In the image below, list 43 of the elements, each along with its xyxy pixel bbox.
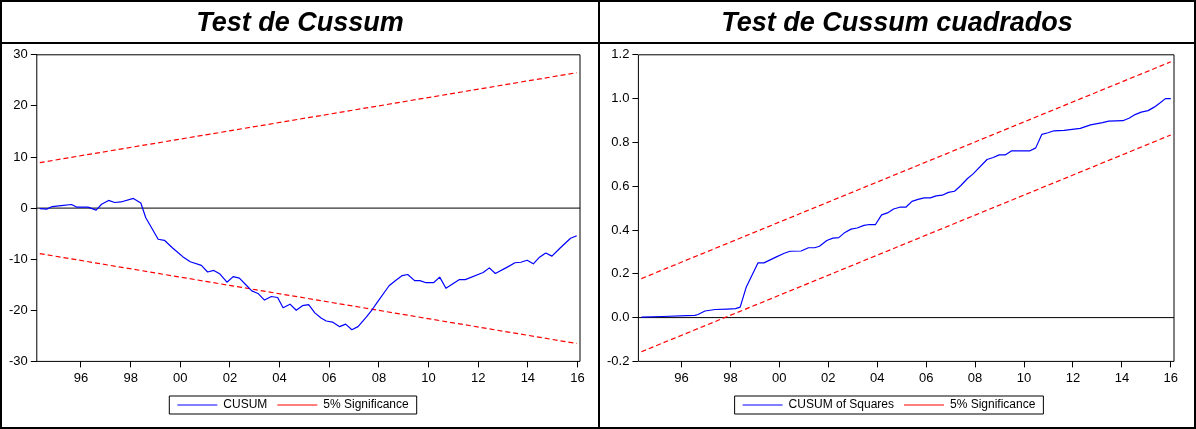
y-tick-label: 0.4 (611, 221, 630, 237)
x-tick-label: 96 (674, 369, 689, 385)
y-tick-label: -0.2 (606, 352, 630, 368)
x-tick-label: 14 (1114, 369, 1130, 385)
legend-label: CUSUM of Squares (788, 397, 894, 412)
x-tick-label: 00 (772, 369, 787, 385)
x-tick-label: 02 (222, 369, 238, 385)
legend-label: 5% Significance (949, 397, 1036, 412)
x-tick-label: 96 (73, 369, 89, 385)
chart-title: Test de Cussum (2, 2, 598, 44)
x-tick-label: 12 (470, 369, 486, 385)
x-tick-label: 10 (1016, 369, 1032, 385)
x-tick-label: 16 (1163, 369, 1179, 385)
y-tick-label: 30 (13, 46, 28, 62)
x-tick-label: 98 (723, 369, 738, 385)
x-tick-label: 06 (322, 369, 337, 385)
y-tick-label: 0.8 (611, 133, 630, 149)
x-tick-label: 08 (371, 369, 387, 385)
y-tick-label: 0.6 (611, 177, 630, 193)
y-tick-label: 0.0 (611, 309, 630, 325)
y-tick-label: 1.0 (611, 90, 630, 106)
y-tick-label: 0.2 (611, 265, 630, 281)
legend-label: CUSUM (223, 397, 268, 412)
y-tick-label: -10 (8, 250, 28, 266)
x-tick-label: 12 (1065, 369, 1081, 385)
x-tick-label: 16 (570, 369, 585, 385)
y-tick-label: 20 (13, 97, 28, 113)
y-tick-label: 0 (20, 199, 28, 215)
chart-title: Test de Cussum cuadrados (600, 2, 1194, 44)
x-tick-label: 02 (821, 369, 836, 385)
legend-label: 5% Significance (323, 397, 410, 412)
x-tick-label: 04 (272, 369, 287, 385)
x-tick-label: 10 (421, 369, 436, 385)
y-tick-label: 1.2 (611, 46, 630, 62)
y-tick-label: 10 (13, 148, 28, 164)
x-tick-label: 98 (123, 369, 138, 385)
x-tick-label: 14 (520, 369, 536, 385)
y-tick-label: -20 (8, 301, 28, 317)
x-tick-label: 06 (918, 369, 934, 385)
x-tick-label: 00 (173, 369, 188, 385)
y-tick-label: -30 (8, 352, 28, 368)
x-tick-label: 04 (869, 369, 885, 385)
x-tick-label: 08 (967, 369, 983, 385)
